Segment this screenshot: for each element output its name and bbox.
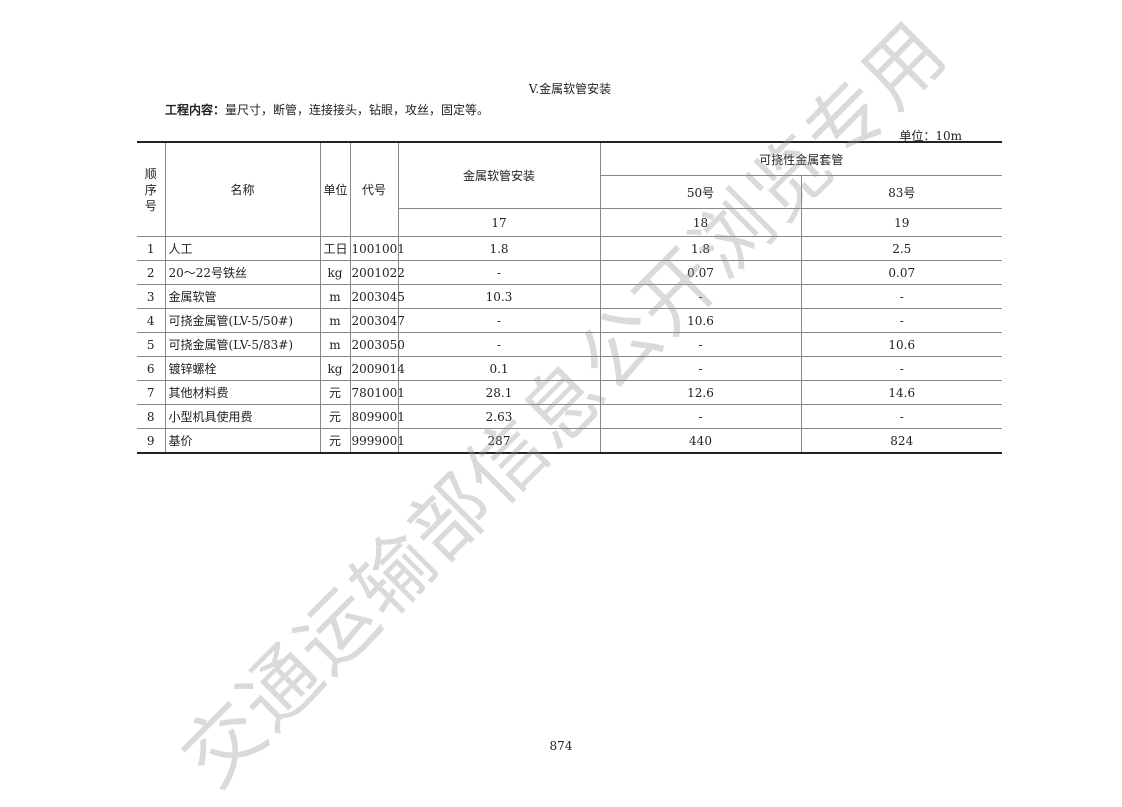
table-row: 2 20～22号铁丝 kg 2001022-0.07 0.07	[137, 260, 1003, 285]
work-content: 工程内容：量尺寸，断管，连接接头，钻眼，攻丝，固定等。	[165, 101, 489, 118]
cell-unit: 工日	[319, 236, 351, 261]
page-number: 874	[549, 739, 573, 753]
cell-name: 20～22号铁丝	[164, 260, 321, 285]
section-title: V.金属软管安装	[528, 82, 612, 96]
header-num1: 17	[398, 208, 601, 237]
cell-seq: 5	[137, 332, 166, 357]
cell-v3: 10.6	[800, 332, 1003, 357]
cell-seq: 3	[137, 284, 166, 309]
header-unit: 单位	[319, 141, 351, 237]
header-code: 代号	[349, 141, 399, 237]
cell-name: 小型机具使用费	[164, 404, 321, 429]
cell-code: 1001001	[349, 236, 405, 261]
header-seq: 顺序号	[137, 141, 166, 237]
cell-code: 7801001	[349, 380, 405, 405]
cell-unit: 元	[319, 428, 351, 454]
cell-unit: kg	[319, 260, 351, 285]
cell-seq: 9	[137, 428, 166, 454]
cell-unit: 元	[319, 404, 351, 429]
cell-code: 9999001	[349, 428, 405, 454]
cell-name: 镀锌螺栓	[164, 356, 321, 381]
cell-v2: -	[599, 356, 802, 381]
cell-unit: 元	[319, 380, 351, 405]
cell-v1: 287	[397, 428, 601, 454]
cell-unit: m	[319, 284, 351, 309]
cell-v2: 10.6	[599, 308, 802, 333]
cell-unit: m	[319, 332, 351, 357]
header-num3: 19	[800, 208, 1003, 237]
cell-name: 可挠金属管(LV-5/50#)	[164, 308, 321, 333]
cell-code: 2003050	[349, 332, 405, 357]
cell-v3: -	[800, 284, 1003, 309]
cell-v1: 28.1	[397, 380, 601, 405]
cell-name: 其他材料费	[164, 380, 321, 405]
quota-table: 顺序号 名称 单位 代号 金属软管安装 可挠性金属套管 50号 83号 17 1…	[137, 141, 1003, 454]
cell-seq: 1	[137, 236, 166, 261]
cell-v3: -	[800, 356, 1003, 381]
work-content-label: 工程内容：	[165, 103, 226, 117]
cell-v3: -	[800, 404, 1003, 429]
table-row: 6 镀锌螺栓 kg 2009014 0.1- -	[137, 356, 1003, 381]
cell-seq: 8	[137, 404, 166, 429]
header-group: 可挠性金属套管	[599, 141, 1003, 176]
cell-code: 2009014	[349, 356, 405, 381]
cell-v1: -	[397, 308, 601, 333]
cell-unit: m	[319, 308, 351, 333]
header-col3: 83号	[800, 175, 1003, 209]
cell-seq: 6	[137, 356, 166, 381]
cell-v1: 1.8	[397, 236, 601, 261]
cell-code: 2003047	[349, 308, 405, 333]
cell-name: 人工	[164, 236, 321, 261]
header-num2: 18	[599, 208, 802, 237]
cell-v3: 824	[800, 428, 1003, 454]
table-row: 1 人工 工日 1001001 1.8 1.8 2.5	[137, 236, 1003, 261]
table-row: 9 基价元 9999001 287 440 824	[137, 428, 1003, 454]
cell-name: 基价	[164, 428, 321, 454]
cell-v3: 0.07	[800, 260, 1003, 285]
cell-v2: 1.8	[599, 236, 802, 261]
cell-code: 2001022	[349, 260, 405, 285]
cell-v2: -	[599, 284, 802, 309]
cell-code: 2003045	[349, 284, 405, 309]
unit-label: 单位：10m	[899, 129, 962, 143]
cell-seq: 2	[137, 260, 166, 285]
cell-name: 可挠金属管(LV-5/83#)	[164, 332, 321, 357]
header-name: 名称	[164, 141, 321, 237]
table-row: 3 金属软管 m 2003045 10.3- -	[137, 284, 1003, 309]
cell-v1: 10.3	[397, 284, 601, 309]
table-row: 5 可挠金属管(LV-5/83#) m 2003050- -10.6	[137, 332, 1003, 357]
cell-code: 8099001	[349, 404, 405, 429]
cell-seq: 4	[137, 308, 166, 333]
cell-v2: -	[599, 332, 802, 357]
cell-v2: 440	[599, 428, 802, 454]
cell-seq: 7	[137, 380, 166, 405]
cell-v2: -	[599, 404, 802, 429]
cell-v3: -	[800, 308, 1003, 333]
cell-name: 金属软管	[164, 284, 321, 309]
cell-v1: 2.63	[397, 404, 601, 429]
header-col1: 金属软管安装	[397, 141, 601, 209]
table-row: 7 其他材料费元 7801001 28.1 12.6 14.6	[137, 380, 1003, 405]
header-col2: 50号	[600, 175, 802, 209]
work-content-text: 量尺寸，断管，连接接头，钻眼，攻丝，固定等。	[225, 103, 490, 117]
cell-v1: -	[397, 260, 601, 285]
table-row: 4 可挠金属管(LV-5/50#) m 2003047-10.6-	[137, 308, 1003, 333]
cell-v2: 12.6	[599, 380, 802, 405]
table-row: 8 小型机具使用费元 8099001 2.63- -	[137, 404, 1003, 429]
cell-unit: kg	[319, 356, 351, 381]
cell-v3: 2.5	[800, 236, 1003, 261]
cell-v1: 0.1	[397, 356, 601, 381]
cell-v1: -	[397, 332, 601, 357]
cell-v3: 14.6	[800, 380, 1003, 405]
cell-v2: 0.07	[599, 260, 802, 285]
